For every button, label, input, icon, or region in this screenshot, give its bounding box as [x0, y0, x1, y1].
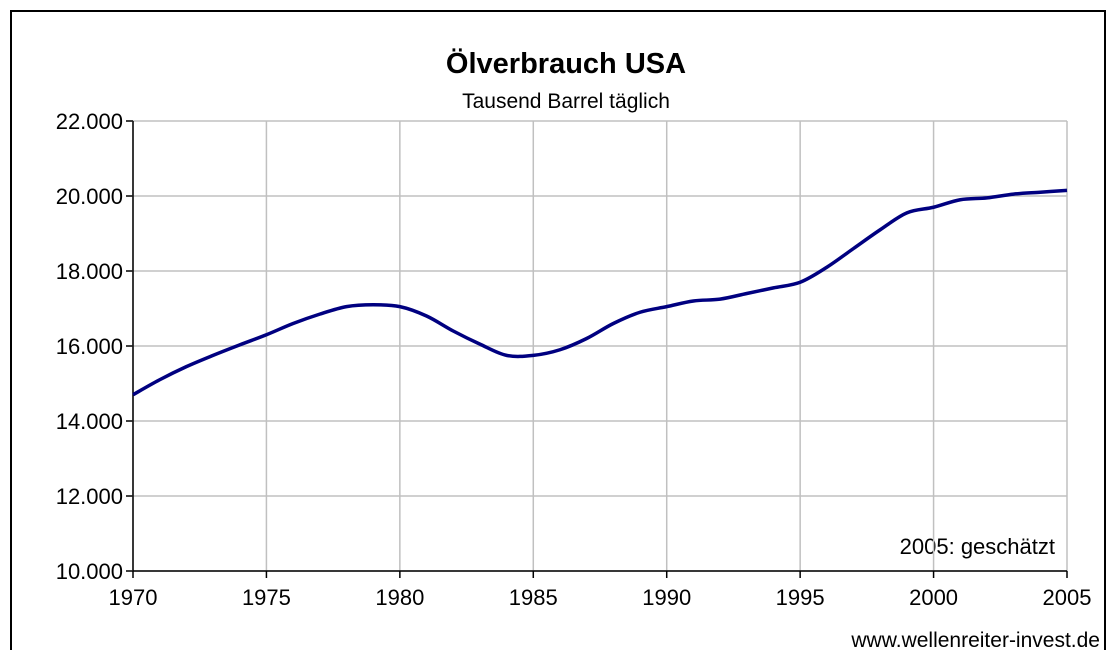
y-tick-label: 16.000 — [56, 334, 123, 359]
chart-title: Ölverbrauch USA — [446, 47, 686, 80]
x-tick-label: 2000 — [909, 585, 958, 610]
x-tick-label: 1985 — [509, 585, 558, 610]
source: www.wellenreiter-invest.de — [850, 629, 1100, 650]
chart-frame — [10, 10, 1106, 650]
chart-subtitle: Tausend Barrel täglich — [462, 90, 670, 113]
x-tick-label: 1995 — [776, 585, 825, 610]
y-tick-label: 12.000 — [56, 484, 123, 509]
x-tick-label: 1975 — [242, 585, 291, 610]
y-tick-label: 20.000 — [56, 184, 123, 209]
x-tick-label: 1970 — [109, 585, 158, 610]
x-tick-label: 1990 — [642, 585, 691, 610]
x-tick-label: 1980 — [375, 585, 424, 610]
y-tick-label: 10.000 — [56, 559, 123, 584]
annotation: 2005: geschätzt — [900, 534, 1055, 559]
y-tick-label: 14.000 — [56, 409, 123, 434]
x-tick-label: 2005 — [1043, 585, 1092, 610]
y-tick-label: 18.000 — [56, 259, 123, 284]
data-line — [132, 188, 1068, 397]
y-tick-label: 22.000 — [56, 109, 123, 134]
